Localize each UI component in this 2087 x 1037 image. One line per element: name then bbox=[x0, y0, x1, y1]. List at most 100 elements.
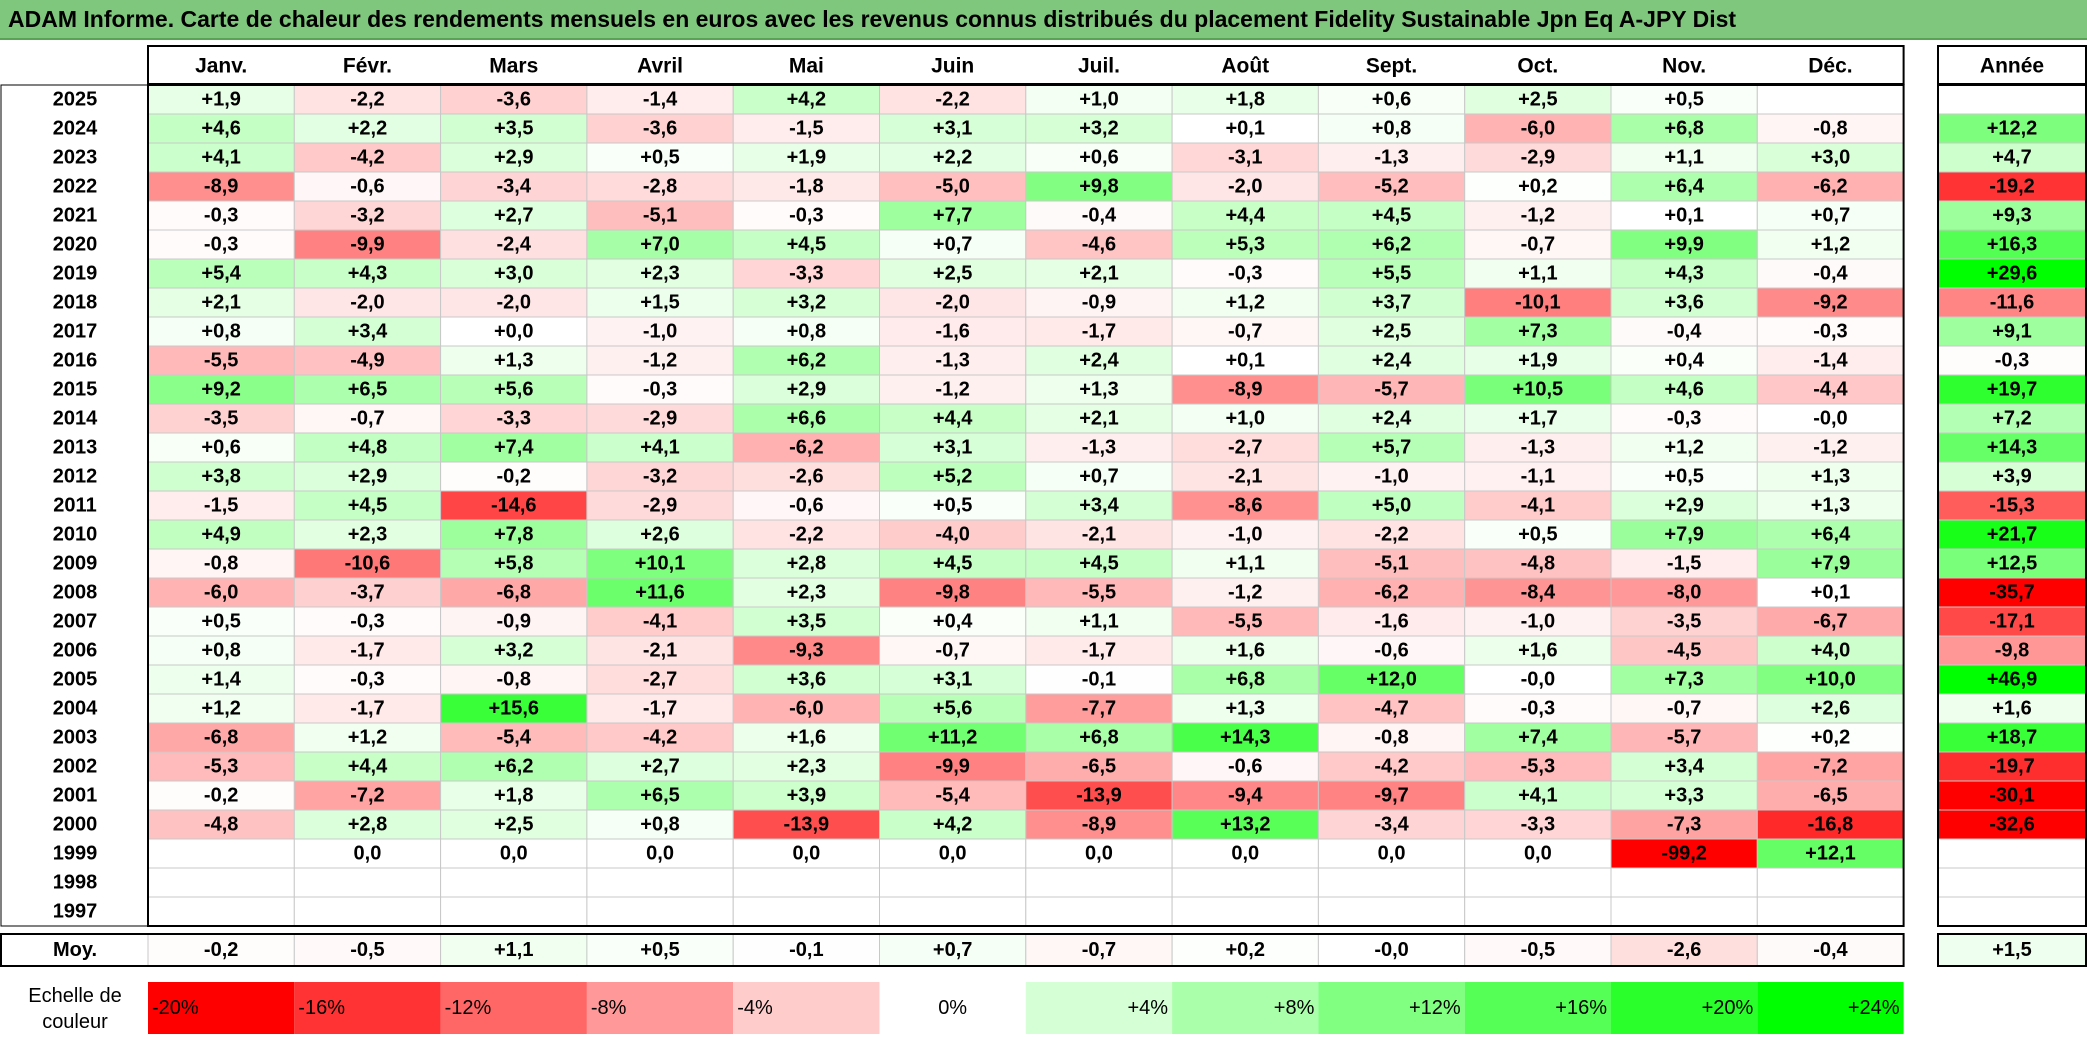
row-year-label: 2009 bbox=[53, 553, 98, 575]
heatmap-cell-value: +0,1 bbox=[1811, 582, 1850, 604]
scale-stop-label: +16% bbox=[1555, 997, 1607, 1019]
heatmap-cell bbox=[1025, 345, 1173, 376]
heatmap-cell-value: -2,1 bbox=[1082, 524, 1116, 546]
heatmap-cell-value: 0,0 bbox=[1524, 843, 1552, 865]
scale-swatch bbox=[1464, 982, 1611, 1034]
heatmap-cell-value: -4,2 bbox=[350, 147, 384, 169]
heatmap-cell bbox=[147, 867, 295, 898]
heatmap-cell bbox=[147, 809, 295, 840]
heatmap-cell bbox=[732, 780, 881, 811]
heatmap-cell bbox=[147, 229, 295, 260]
heatmap-cell bbox=[879, 519, 1027, 550]
heatmap-cell bbox=[586, 606, 734, 637]
month-header-1: Janv. bbox=[195, 55, 247, 78]
annual-border bbox=[1937, 84, 2087, 927]
heatmap-cell-value: +4,0 bbox=[1811, 640, 1850, 662]
heatmap-cell-value: -1,0 bbox=[1521, 611, 1555, 633]
heatmap-cell-value: +4,5 bbox=[348, 495, 387, 517]
annual-cell-value: -0,3 bbox=[1995, 350, 2029, 372]
heatmap-cell-value: -14,6 bbox=[491, 495, 537, 517]
heatmap-cell bbox=[1756, 809, 1905, 840]
heatmap-cell-value: +10,0 bbox=[1805, 669, 1856, 691]
heatmap-cell bbox=[586, 142, 734, 173]
heatmap-cell-value: -1,7 bbox=[1082, 640, 1116, 662]
heatmap-cell bbox=[1464, 287, 1612, 318]
heatmap-cell bbox=[1025, 867, 1173, 898]
heatmap-cell bbox=[1756, 171, 1905, 202]
heatmap-cell-value: +4,4 bbox=[1226, 205, 1266, 227]
heatmap-cell-value: +3,4 bbox=[1079, 495, 1119, 517]
heatmap-cell-value: -3,3 bbox=[789, 263, 823, 285]
annual-cell-value: +29,6 bbox=[1987, 263, 2038, 285]
heatmap-cell-value: +0,1 bbox=[1664, 205, 1703, 227]
heatmap-cell-value: +2,5 bbox=[1372, 321, 1411, 343]
heatmap-cell bbox=[1317, 171, 1466, 202]
heatmap-cell-value: +1,2 bbox=[1811, 234, 1850, 256]
heatmap-cell bbox=[586, 548, 734, 579]
heatmap-cell-value: -10,6 bbox=[345, 553, 391, 575]
heatmap-cell-value: -2,9 bbox=[643, 408, 677, 430]
heatmap-cell-value: -0,3 bbox=[204, 234, 238, 256]
heatmap-cell-value: +0,5 bbox=[1664, 89, 1703, 111]
heatmap-cell-value: +3,3 bbox=[1664, 785, 1703, 807]
heatmap-cell-value: -6,0 bbox=[789, 698, 823, 720]
heatmap-cell bbox=[293, 635, 442, 666]
heatmap-cell-value: +1,2 bbox=[348, 727, 387, 749]
heatmap-cell bbox=[1171, 432, 1319, 463]
heatmap-cell-value: -1,4 bbox=[1813, 350, 1848, 372]
heatmap-cell-value: +2,7 bbox=[640, 756, 679, 778]
heatmap-cell-value: -1,0 bbox=[1228, 524, 1262, 546]
heatmap-cell bbox=[879, 896, 1027, 927]
heatmap-cell-value: +3,0 bbox=[494, 263, 533, 285]
heatmap-cell-value: -2,6 bbox=[789, 466, 823, 488]
heatmap-cell bbox=[440, 229, 588, 260]
heatmap-cell bbox=[293, 751, 442, 782]
heatmap-cell-value: -4,9 bbox=[350, 350, 384, 372]
annual-cell-value: +19,7 bbox=[1987, 379, 2038, 401]
row-year-label: 2008 bbox=[53, 582, 98, 604]
heatmap-cell bbox=[586, 374, 734, 405]
heatmap-cell-value: +0,6 bbox=[201, 437, 240, 459]
heatmap-cell-value: -10,1 bbox=[1515, 292, 1561, 314]
heatmap-cell bbox=[147, 403, 295, 434]
heatmap-cell-value: -0,8 bbox=[497, 669, 531, 691]
heatmap-cell-value: +6,2 bbox=[494, 756, 533, 778]
heatmap-cell-value: -1,2 bbox=[643, 350, 677, 372]
heatmap-cell-value: -13,9 bbox=[1076, 785, 1122, 807]
heatmap-cell-value: +7,9 bbox=[1664, 524, 1703, 546]
heatmap-cell-value: +2,6 bbox=[1811, 698, 1850, 720]
heatmap-cell-value: +1,3 bbox=[494, 350, 533, 372]
heatmap-cell-value: +3,2 bbox=[494, 640, 533, 662]
heatmap-cell-value: +6,4 bbox=[1811, 524, 1851, 546]
average-cell-value: -2,6 bbox=[1667, 939, 1701, 961]
heatmap-cell bbox=[1464, 577, 1612, 608]
heatmap-cell-value: +3,2 bbox=[787, 292, 826, 314]
row-year-label: 2004 bbox=[53, 698, 98, 720]
heatmap-cell-value: -8,4 bbox=[1521, 582, 1556, 604]
heatmap-cell bbox=[586, 84, 734, 115]
heatmap-cell bbox=[440, 867, 588, 898]
heatmap-cell-value: +7,4 bbox=[494, 437, 534, 459]
heatmap-cell-value: -5,4 bbox=[497, 727, 532, 749]
scale-swatch bbox=[1025, 982, 1173, 1034]
row-year-label: 2010 bbox=[53, 524, 98, 546]
heatmap-cell bbox=[1610, 664, 1758, 695]
heatmap-cell-value: +3,2 bbox=[1079, 118, 1118, 140]
heatmap-cell-value: -0,7 bbox=[1228, 321, 1262, 343]
heatmap-cell-value: +6,2 bbox=[787, 350, 826, 372]
heatmap-cell-value: +2,9 bbox=[787, 379, 826, 401]
heatmap-cell-value: -1,6 bbox=[1374, 611, 1408, 633]
heatmap-cell bbox=[1317, 867, 1466, 898]
heatmap-cell-value: -2,7 bbox=[1228, 437, 1262, 459]
row-year-label: 2015 bbox=[53, 379, 98, 401]
scale-swatch bbox=[733, 982, 880, 1034]
annual-cell-value: +14,3 bbox=[1987, 437, 2038, 459]
heatmap-cell bbox=[1756, 896, 1905, 927]
heatmap-cell-value: +0,4 bbox=[933, 611, 973, 633]
heatmap-cell-value: -0,6 bbox=[1228, 756, 1262, 778]
heatmap-cell bbox=[1317, 751, 1466, 782]
heatmap-cell bbox=[440, 490, 588, 521]
heatmap-cell bbox=[1464, 461, 1612, 492]
annual-cell bbox=[1937, 635, 2087, 666]
heatmap-cell-value: -1,0 bbox=[643, 321, 677, 343]
